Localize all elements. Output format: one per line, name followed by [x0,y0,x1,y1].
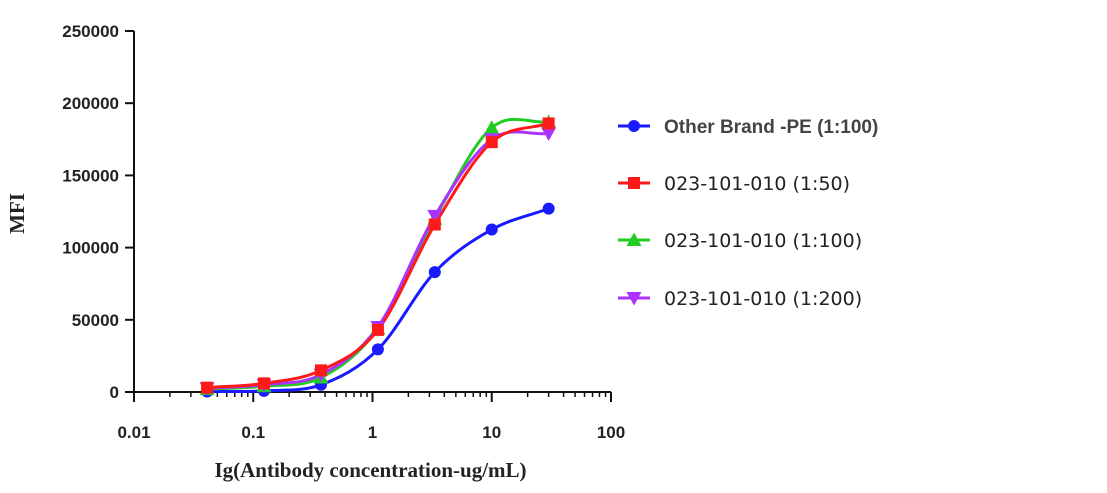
legend-marker [626,232,642,246]
data-point [485,136,498,149]
data-point [541,127,557,142]
y-tick-label: 150000 [62,166,119,185]
data-point [484,120,500,134]
data-point [542,202,555,215]
data-point [201,381,214,394]
x-axis-title: Ig(Antibody concentration-ug/mL) [214,458,526,482]
x-tick-label: 100 [597,423,625,442]
data-point [428,266,441,279]
y-tick-label: 200000 [62,94,119,113]
x-tick-label: 1 [368,423,377,442]
y-tick-label: 50000 [72,311,119,330]
data-point [428,218,441,231]
data-points [199,114,557,398]
data-point [257,377,270,390]
x-tick-label: 10 [482,423,501,442]
data-point [371,323,384,336]
axes: 0 50000 100000 150000 200000 250000 0.01 0.1 1 10… [5,22,625,482]
y-tick-label: 100000 [62,239,119,258]
legend-label: 023-101-010 (1:200) [664,288,862,310]
legend-label: 023-101-010 (1:100) [664,230,862,252]
fit-curve [207,207,550,394]
y-tick-label: 0 [110,383,119,402]
legend: Other Brand -PE (1:100) 023-101-010 (1:50… [618,117,878,310]
data-point [371,343,384,356]
legend-marker [626,292,642,306]
data-point [427,209,443,224]
y-tick-label: 250000 [62,22,119,41]
data-point [542,117,555,130]
legend-label: 023-101-010 (1:50) [664,173,850,195]
y-axis-title: MFI [5,193,29,234]
x-tick-label: 0.01 [117,423,150,442]
data-point [485,223,498,236]
legend-label: Other Brand -PE (1:100) [664,117,878,138]
legend-marker [628,120,640,132]
x-tick-label: 0.1 [241,423,265,442]
legend-marker [628,177,640,189]
data-point [315,364,328,377]
